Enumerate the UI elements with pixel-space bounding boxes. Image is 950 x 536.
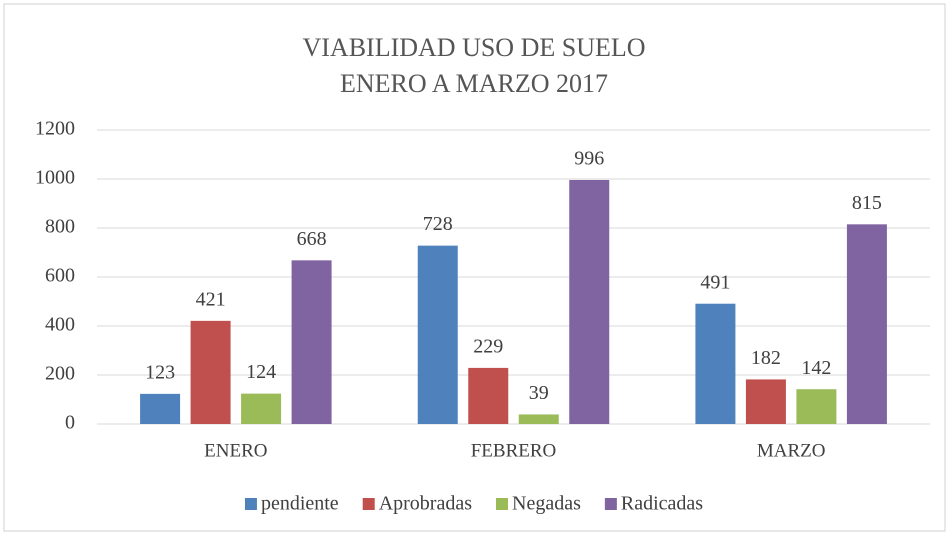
y-tick-label: 200 (45, 363, 75, 385)
bar (291, 260, 332, 424)
data-label: 39 (529, 382, 549, 404)
data-label: 815 (852, 192, 882, 214)
bar (140, 393, 181, 424)
data-label: 142 (801, 357, 831, 379)
legend-label: Negadas (512, 493, 581, 515)
legend-swatch (604, 498, 617, 510)
data-label: 491 (700, 271, 730, 293)
data-label: 182 (751, 347, 781, 369)
legend-swatch (244, 498, 257, 510)
bar (518, 414, 559, 424)
x-tick-label: ENERO (204, 440, 267, 461)
chart-title: VIABILIDAD USO DE SUELO (302, 33, 645, 62)
legend-label: pendiente (261, 493, 339, 515)
bar (190, 320, 231, 424)
bar (745, 379, 786, 424)
legend-label: Radicadas (621, 493, 703, 515)
legend-label: Aprobradas (379, 493, 473, 515)
y-tick-label: 1200 (35, 118, 75, 140)
y-tick-label: 800 (45, 216, 75, 238)
bar (695, 303, 736, 424)
legend-swatch (496, 498, 509, 510)
data-label: 668 (297, 228, 327, 250)
bar (417, 245, 458, 424)
x-tick-label: FEBRERO (471, 440, 557, 461)
data-label: 996 (574, 148, 604, 170)
legend-swatch (362, 498, 375, 510)
bar (241, 393, 282, 424)
data-label: 421 (196, 288, 226, 310)
y-tick-label: 0 (65, 412, 75, 434)
bar (468, 367, 509, 424)
bar (846, 224, 887, 424)
x-tick-label: MARZO (757, 440, 826, 461)
data-label: 728 (423, 213, 453, 235)
y-tick-label: 400 (45, 314, 75, 336)
data-label: 123 (145, 361, 175, 383)
data-label: 124 (246, 361, 276, 383)
chart-subtitle: ENERO A MARZO 2017 (340, 69, 608, 98)
bar (569, 179, 610, 424)
data-label: 229 (473, 335, 503, 357)
y-tick-label: 600 (45, 265, 75, 287)
chart-frame (3, 3, 946, 532)
bar (796, 389, 837, 424)
y-tick-label: 1000 (35, 167, 75, 189)
